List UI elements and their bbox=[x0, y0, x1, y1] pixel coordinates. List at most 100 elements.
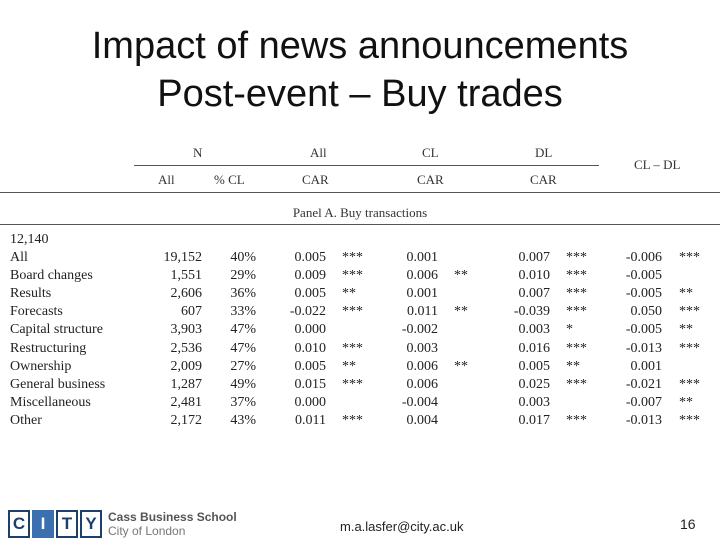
table-rule-header bbox=[0, 192, 720, 193]
cell-all-sig: *** bbox=[342, 268, 363, 284]
cass-logo: C I T Y Cass Business School City of Lon… bbox=[0, 506, 240, 540]
cell-dl: 0.017 bbox=[518, 412, 551, 428]
cell-pct: 49% bbox=[230, 376, 256, 392]
table-rule-top bbox=[134, 165, 599, 166]
cell-diff: -0.007 bbox=[625, 394, 662, 410]
cell-dl-sig: ** bbox=[566, 358, 580, 374]
cell-dl: 0.007 bbox=[518, 250, 551, 265]
cell-name: Capital structure bbox=[10, 322, 103, 338]
cell-cl: 0.003 bbox=[406, 340, 439, 356]
cell-dl: 0.016 bbox=[518, 340, 551, 356]
logo-letter-y: Y bbox=[80, 510, 102, 538]
cell-name: Miscellaneous bbox=[10, 394, 91, 410]
cell-dl-sig: *** bbox=[566, 304, 587, 320]
cell-diff: 0.050 bbox=[630, 304, 663, 320]
logo-letter-i: I bbox=[32, 510, 54, 538]
logo-university-name: City of London bbox=[108, 524, 186, 538]
header-cl-dl: CL – DL bbox=[634, 157, 681, 172]
table-row: General business 1,287 49% 0.015 *** 0.006 0.0… bbox=[0, 376, 720, 394]
cell-diff: -0.006 bbox=[625, 250, 662, 265]
cell-all: 0.015 bbox=[294, 376, 327, 392]
cell-dl-sig: *** bbox=[566, 412, 587, 428]
cell-pct: 47% bbox=[230, 340, 256, 356]
results-table: N All CL DL CL – DL All % CL CAR CAR CAR… bbox=[0, 137, 720, 447]
cell-name: All bbox=[10, 250, 28, 265]
cell-all: -0.022 bbox=[289, 304, 326, 320]
cell-diff: -0.005 bbox=[625, 322, 662, 338]
cell-all-sig: *** bbox=[342, 376, 363, 392]
cell-diff-sig: ** bbox=[679, 394, 693, 410]
cell-cl: 0.004 bbox=[406, 412, 439, 428]
cell-all: 0.005 bbox=[294, 286, 327, 302]
cell-cl: 0.001 bbox=[406, 250, 439, 265]
cell-diff: -0.005 bbox=[625, 286, 662, 302]
page-number: 16 bbox=[680, 516, 696, 532]
cell-dl-sig: *** bbox=[566, 250, 587, 265]
cell-cl-sig: ** bbox=[454, 304, 468, 320]
cell-all-sig: *** bbox=[342, 412, 363, 428]
cell-dl-sig: *** bbox=[566, 376, 587, 392]
logo-text: Cass Business School City of London bbox=[108, 510, 237, 538]
cell-n: 2,172 bbox=[170, 412, 203, 428]
cell-dl: 0.010 bbox=[518, 268, 551, 284]
header-car-all: CAR bbox=[302, 172, 329, 187]
cell-cl-sig: ** bbox=[454, 268, 468, 284]
cell-cl: 0.006 bbox=[406, 268, 439, 284]
cell-n: 607 bbox=[181, 304, 202, 320]
cell-all: 0.009 bbox=[294, 268, 327, 284]
cell-diff-sig: *** bbox=[679, 250, 700, 265]
cell-name: Results bbox=[10, 286, 52, 302]
cell-diff: -0.021 bbox=[625, 376, 662, 392]
cell-pct: 29% bbox=[230, 268, 256, 284]
table-row: Miscellaneous 2,481 37% 0.000 -0.004 0.003 -0.… bbox=[0, 394, 720, 412]
logo-letter-t: T bbox=[56, 510, 78, 538]
slide-title-line1: Impact of news announcements bbox=[91, 25, 629, 67]
cell-all: 0.010 bbox=[294, 340, 327, 356]
cell-n: 1,551 bbox=[170, 268, 203, 284]
cell-n: 2,606 bbox=[170, 286, 203, 302]
cell-diff: 0.001 bbox=[630, 358, 663, 374]
cell-pct: 37% bbox=[230, 394, 256, 410]
cell-n: 2,481 bbox=[170, 394, 203, 410]
cell-diff-sig: *** bbox=[679, 304, 700, 320]
header-n: N bbox=[193, 145, 203, 160]
cell-all-sig: ** bbox=[342, 286, 356, 302]
cell-diff-sig: *** bbox=[679, 376, 700, 392]
cell-dl: -0.039 bbox=[513, 304, 550, 320]
cell-n: 19,152 bbox=[163, 250, 203, 265]
header-all: All bbox=[310, 145, 327, 160]
table-row: Ownership 2,009 27% 0.005 ** 0.006 ** 0.005 ** 0.… bbox=[0, 358, 720, 376]
cell-name: Restructuring bbox=[10, 340, 87, 356]
table-row: Capital structure 3,903 47% 0.000 -0.002 0.00… bbox=[0, 321, 720, 339]
cell-n: 2,536 bbox=[170, 340, 203, 356]
table-row: Board changes 1,551 29% 0.009 *** 0.006 ** 0.01… bbox=[0, 267, 720, 285]
cell-cl: 0.006 bbox=[406, 376, 439, 392]
cell-pct: 43% bbox=[230, 412, 256, 428]
cell-cl: -0.002 bbox=[401, 322, 438, 338]
logo-school-name: Cass Business School bbox=[108, 510, 237, 524]
cell-pct: 27% bbox=[230, 358, 256, 374]
cell-name: General business bbox=[10, 376, 106, 392]
panel-title: Panel A. Buy transactions bbox=[292, 205, 428, 220]
cell-diff-sig: ** bbox=[679, 286, 693, 302]
cell-dl-sig: * bbox=[566, 322, 573, 338]
cell-all: 0.000 bbox=[294, 322, 327, 338]
header-car-cl: CAR bbox=[417, 172, 444, 187]
cell-all-sig: ** bbox=[342, 358, 356, 374]
cell-dl: 0.003 bbox=[518, 322, 551, 338]
cell-dl: 0.025 bbox=[518, 376, 551, 392]
contact-email: m.a.lasfer@city.ac.uk bbox=[340, 519, 464, 534]
cell-pct: 36% bbox=[230, 286, 256, 302]
cell-all-sig: *** bbox=[342, 304, 363, 320]
cell-name: Board changes bbox=[10, 268, 93, 284]
table-rule-panel bbox=[0, 224, 720, 225]
header-all-count: All bbox=[158, 172, 175, 187]
cell-diff: -0.005 bbox=[625, 268, 662, 284]
cell-diff: -0.013 bbox=[625, 340, 662, 356]
cell-all: 0.005 bbox=[294, 250, 327, 265]
table-row: Results 2,606 36% 0.005 ** 0.001 0.007 *** -0.00… bbox=[0, 285, 720, 303]
table-row: Other 2,172 43% 0.011 *** 0.004 0.017 *** -0.013… bbox=[0, 412, 720, 430]
cell-pct: 47% bbox=[230, 322, 256, 338]
header-pct-cl: % CL bbox=[214, 172, 245, 187]
cell-all-sig: *** bbox=[342, 340, 363, 356]
